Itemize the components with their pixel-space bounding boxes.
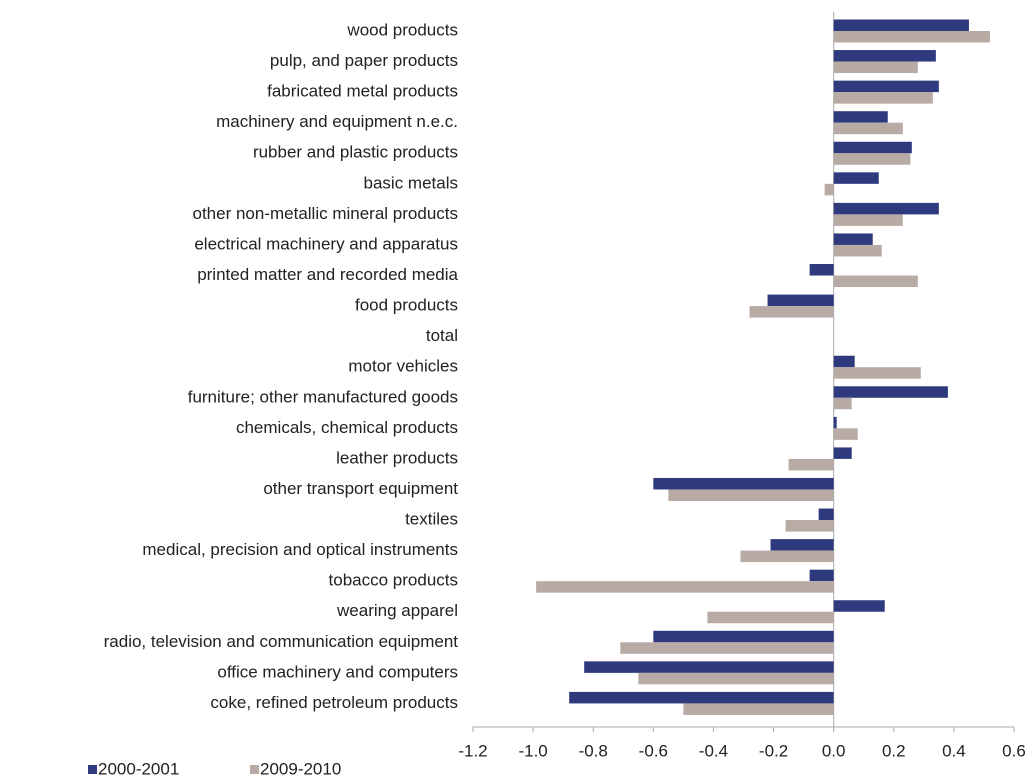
y-tick-label: wearing apparel <box>336 601 458 620</box>
bar <box>833 50 936 62</box>
x-tick-label: 0.4 <box>942 741 966 760</box>
x-tick-label: 0.2 <box>882 741 906 760</box>
bar <box>653 477 834 490</box>
bar <box>833 416 837 429</box>
bar <box>569 691 834 704</box>
bar <box>818 508 834 521</box>
legend-swatch <box>250 765 259 774</box>
bar <box>833 61 918 74</box>
y-tick-label: printed matter and recorded media <box>197 265 458 284</box>
bar <box>653 630 834 643</box>
x-tick-label: -0.6 <box>639 741 668 760</box>
y-tick-label: medical, precision and optical instrumen… <box>142 540 458 559</box>
y-tick-label: textiles <box>405 510 458 529</box>
bar <box>638 672 834 685</box>
y-tick-label: motor vehicles <box>348 357 458 376</box>
y-tick-label: other transport equipment <box>263 479 458 498</box>
bar <box>833 600 885 612</box>
y-tick-label: wood products <box>346 20 458 39</box>
bar <box>707 611 834 624</box>
bar <box>833 233 873 245</box>
legend-label: 2000-2001 <box>98 759 179 778</box>
x-tick-label: 0.0 <box>822 741 846 760</box>
y-tick-label: coke, refined petroleum products <box>210 693 458 712</box>
y-tick-label: radio, television and communication equi… <box>104 632 459 651</box>
bar <box>833 31 990 43</box>
bar <box>668 489 834 501</box>
y-tick-label: rubber and plastic products <box>253 143 458 162</box>
bar <box>809 569 834 582</box>
x-tick-label: 0.6 <box>1002 741 1026 760</box>
bar <box>833 122 903 135</box>
bar <box>749 306 834 318</box>
x-tick-label: -1.2 <box>458 741 487 760</box>
bar <box>833 275 918 288</box>
bar <box>833 386 948 398</box>
y-tick-label: machinery and equipment n.e.c. <box>216 112 458 131</box>
bar <box>683 703 834 715</box>
bar <box>833 141 912 154</box>
bar <box>833 355 855 368</box>
bar <box>824 183 834 196</box>
bar <box>740 550 834 563</box>
bar <box>833 214 903 226</box>
y-tick-label: office machinery and computers <box>217 662 458 681</box>
bar <box>833 244 882 257</box>
y-tick-label: electrical machinery and apparatus <box>194 234 458 253</box>
bar <box>833 202 939 215</box>
y-tick-label: basic metals <box>364 173 458 192</box>
bar <box>833 447 852 459</box>
x-tick-label: -0.4 <box>699 741 728 760</box>
legend-swatch <box>88 765 97 774</box>
y-tick-label: tobacco products <box>329 571 458 590</box>
bar <box>833 428 858 440</box>
bar <box>833 172 879 184</box>
bar <box>833 19 969 31</box>
bar <box>767 294 834 307</box>
y-tick-label: food products <box>355 296 458 315</box>
bar <box>833 367 921 379</box>
legend-label: 2009-2010 <box>260 759 341 778</box>
bar <box>833 80 939 93</box>
y-tick-label: leather products <box>336 448 458 467</box>
x-tick-label: -0.8 <box>579 741 608 760</box>
bar <box>584 661 834 673</box>
x-tick-label: -1.0 <box>518 741 547 760</box>
x-tick-label: -0.2 <box>759 741 788 760</box>
y-tick-label: fabricated metal products <box>267 82 458 101</box>
bar <box>536 581 834 593</box>
y-tick-label: furniture; other manufactured goods <box>188 387 458 406</box>
bar <box>788 458 834 471</box>
bar <box>620 642 834 654</box>
bar <box>833 92 933 104</box>
bar <box>770 539 834 551</box>
y-tick-label: chemicals, chemical products <box>236 418 458 437</box>
bar <box>833 397 852 410</box>
bar <box>833 111 888 123</box>
bar <box>785 520 834 532</box>
y-tick-label: other non-metallic mineral products <box>192 204 458 223</box>
bar <box>809 264 834 276</box>
y-tick-label: total <box>426 326 458 345</box>
bar <box>833 153 911 165</box>
y-tick-label: pulp, and paper products <box>270 51 458 70</box>
